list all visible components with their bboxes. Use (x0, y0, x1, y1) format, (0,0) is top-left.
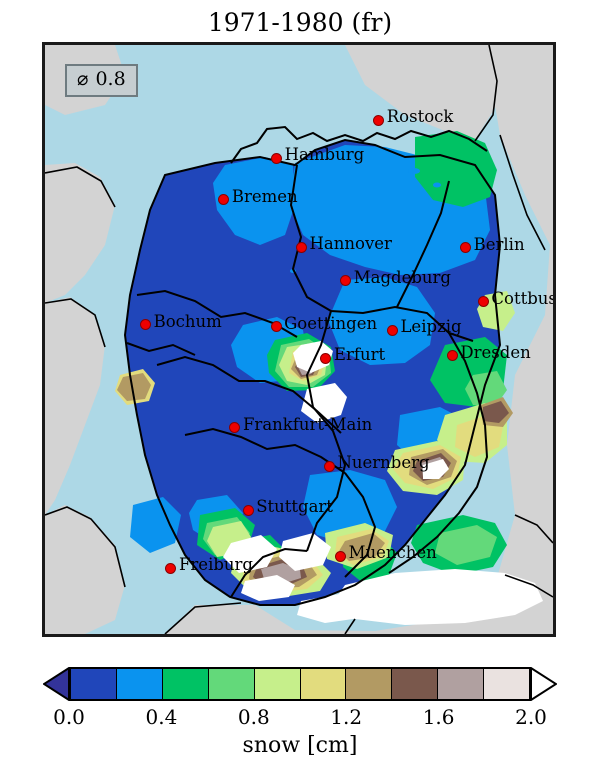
city-label: Frankfurt-Main (242, 414, 373, 434)
city-dot-icon (477, 296, 489, 308)
colorbar-swatch (438, 669, 485, 699)
colorbar-tick-labels: 0.0 0.4 0.8 1.2 1.6 2.0 (43, 705, 557, 731)
city-label: Stuttgart (256, 497, 333, 517)
colorbar-swatch (484, 669, 530, 699)
city-label: Hannover (309, 234, 392, 254)
colorbar-swatch (300, 669, 347, 699)
city-label: Nuernberg (337, 453, 430, 473)
city-dot-icon (242, 504, 254, 516)
city-dot-icon (296, 241, 308, 253)
city-dot-icon (373, 114, 385, 126)
mean-value: 0.8 (95, 68, 126, 90)
colorbar-swatch (392, 669, 439, 699)
neighbour-border-layer (45, 45, 553, 634)
map-panel: ⌀ 0.8 Rostock Hamburg Bremen Hannover Berlin M… (42, 42, 556, 637)
city-label: Erfurt (333, 345, 386, 365)
city-label: Leipzig (400, 317, 462, 337)
colorbar-tick: 0.8 (237, 705, 270, 729)
city-dot-icon (460, 242, 472, 254)
colorbar-swatch (208, 669, 255, 699)
colorbar-swatches (69, 667, 531, 701)
city-dot-icon (320, 352, 332, 364)
colorbar-swatch (71, 669, 117, 699)
city-label: Bochum (153, 311, 222, 331)
page-title: 1971-1980 (fr) (207, 8, 393, 37)
city-dot-icon (229, 422, 241, 434)
colorbar-swatch (162, 669, 209, 699)
border-lines-layer (123, 125, 502, 606)
city-dot-icon (340, 275, 352, 287)
city-label: Rostock (386, 107, 454, 127)
city-dot-icon (386, 324, 398, 336)
colorbar-tick: 2.0 (515, 705, 547, 729)
city-label: Dresden (460, 342, 531, 362)
city-dot-icon (270, 321, 282, 333)
snow-field-layer (115, 131, 543, 625)
colorbar-under-arrow (43, 667, 69, 701)
colorbar-panel: 0.0 0.4 0.8 1.2 1.6 2.0 snow [cm] (0, 655, 600, 780)
mean-value-box: ⌀ 0.8 (65, 64, 138, 97)
colorbar-swatch (254, 669, 301, 699)
colorbar-swatch (116, 669, 163, 699)
city-label: Berlin (473, 234, 525, 254)
city-dot-icon (165, 562, 177, 574)
colorbar-tick: 1.6 (422, 705, 455, 729)
colorbar-tick: 1.2 (330, 705, 363, 729)
city-label: Magdeburg (353, 267, 451, 287)
colorbar-tick: 0.0 (53, 705, 85, 729)
city-label: Goettingen (284, 313, 378, 333)
foreign-land-layer (45, 45, 553, 634)
city-dot-icon (446, 350, 458, 362)
city-dot-icon (140, 319, 152, 331)
city-label: Cottbus (491, 288, 556, 308)
city-label: Bremen (231, 186, 298, 206)
diameter-mean-icon: ⌀ (77, 68, 89, 90)
city-dot-icon (323, 460, 335, 472)
colorbar-axis-label: snow [cm] (242, 733, 358, 758)
city-dot-icon (271, 152, 283, 164)
city-label: Muenchen (348, 543, 437, 563)
city-label: Freiburg (178, 555, 253, 575)
colorbar-swatch (346, 669, 393, 699)
colorbar-tick: 0.4 (145, 705, 178, 729)
city-dot-icon (218, 194, 230, 206)
city-dot-icon (335, 550, 347, 562)
colorbar-strip (43, 667, 557, 701)
colorbar-over-arrow (531, 667, 557, 701)
snow-choropleth-map (45, 45, 553, 634)
city-label: Hamburg (284, 145, 365, 165)
